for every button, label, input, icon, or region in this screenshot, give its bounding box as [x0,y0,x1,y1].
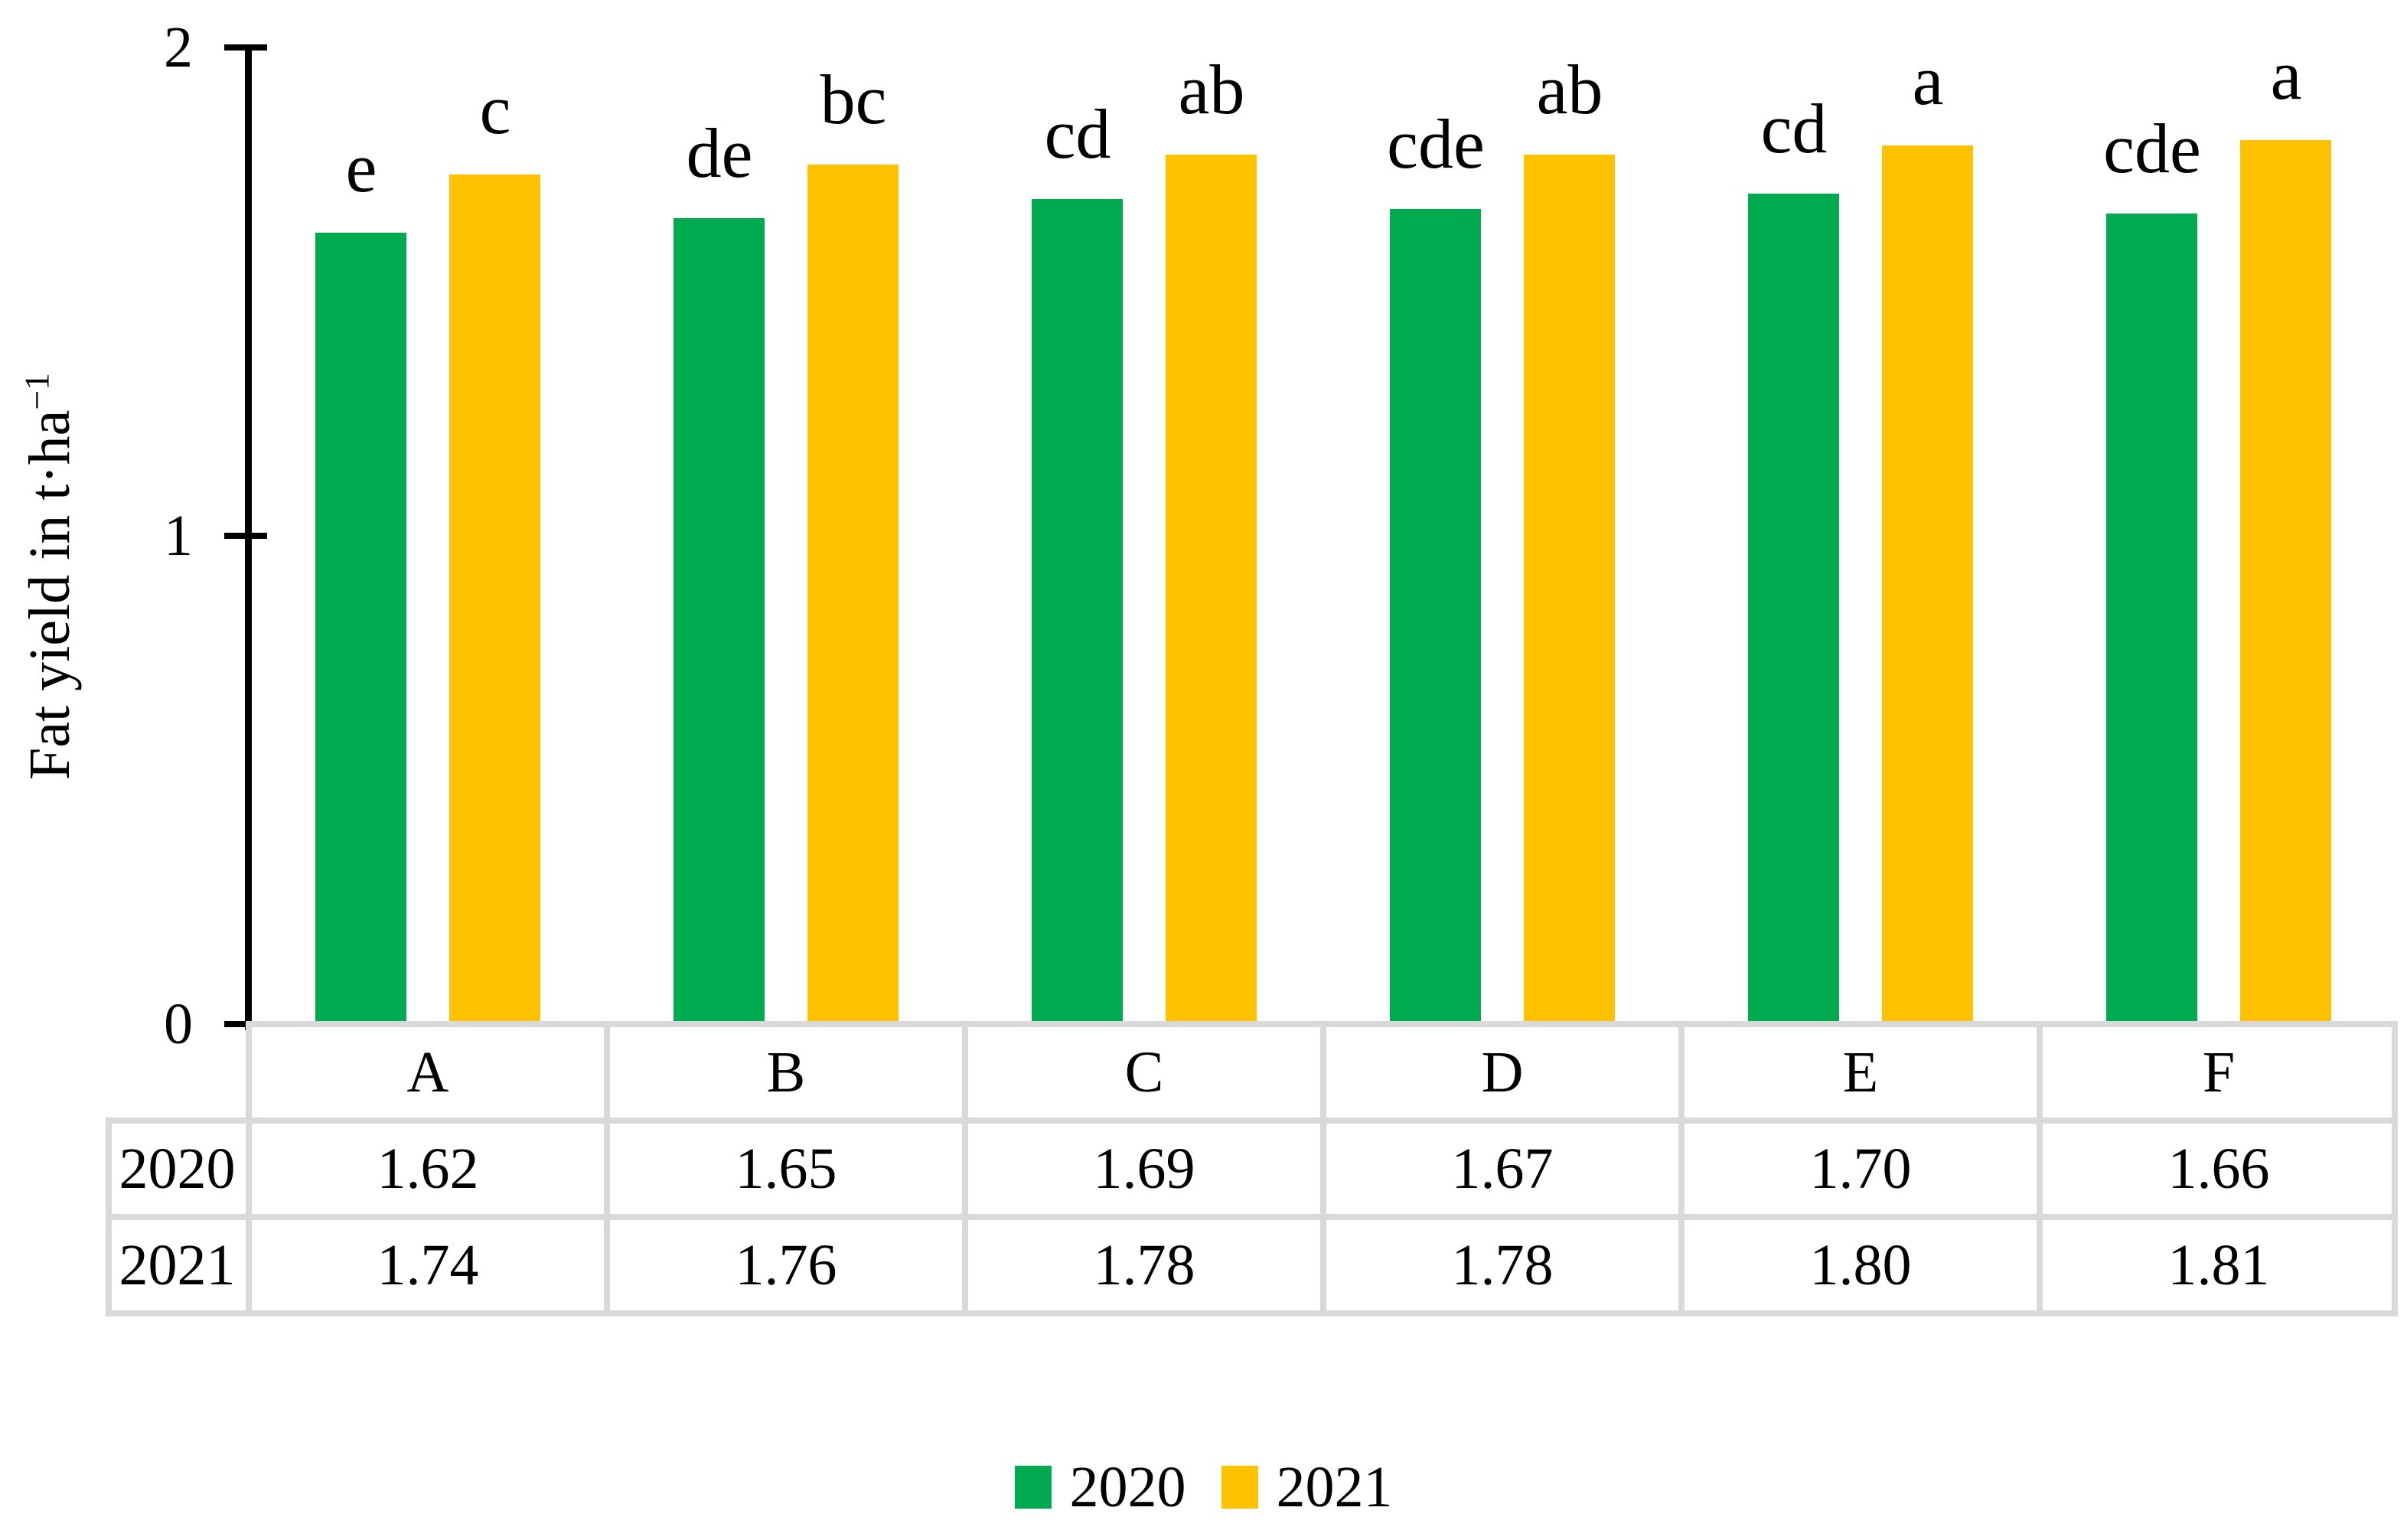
table-cell-2020-B: 1.65 [735,1137,837,1201]
y-axis-tick-label-2: 2 [164,15,193,80]
table-border-v4 [1320,1021,1326,1317]
sig-letter-2021-B: bc [820,60,887,139]
table-cell-2020-A: 1.62 [377,1137,479,1201]
table-border-v2 [604,1021,610,1317]
table-row-label-2021: 2021 [119,1233,236,1297]
sig-letter-2020-B: de [686,114,753,192]
y-axis-tick-0 [224,1021,246,1027]
legend-label-2021: 2021 [1276,1455,1393,1519]
sig-letter-2021-C: ab [1178,51,1245,129]
sig-letter-2020-A: e [345,129,377,207]
y-axis-title-superscript: −1 [17,373,57,410]
bar-2020-B [674,218,765,1024]
sig-letter-2021-A: c [479,70,511,148]
table-cell-2021-F: 1.81 [2167,1233,2270,1297]
y-axis-tick-label-0: 0 [164,992,193,1056]
sig-letter-2021-D: ab [1536,51,1603,129]
table-cell-2021-E: 1.80 [1809,1233,1912,1297]
legend-swatch-2020 [1014,1466,1052,1509]
y-axis-tick-label-1: 1 [164,504,193,568]
table-header-F: F [2202,1040,2236,1104]
table-cell-2021-A: 1.74 [377,1233,479,1297]
table-border-v3 [962,1021,968,1317]
sig-letter-2020-F: cde [2103,109,2201,188]
y-axis-tick-2 [224,44,267,51]
bar-2020-E [1748,194,1839,1024]
bar-2021-B [807,165,899,1024]
table-header-A: A [406,1040,449,1104]
bar-2020-C [1032,199,1123,1024]
table-border-v0 [106,1117,112,1317]
bar-2021-C [1166,155,1257,1024]
table-cell-2020-E: 1.70 [1809,1137,1912,1201]
bar-2020-A [315,233,406,1024]
legend-item-2021: 2021 [1221,1455,1393,1519]
y-axis-title-text: Fat yield in t·ha [18,409,82,780]
sig-letter-2020-C: cd [1044,95,1111,173]
table-cell-2021-C: 1.78 [1093,1233,1195,1297]
bar-2020-D [1390,209,1481,1024]
bar-2021-A [449,175,540,1024]
table-border-h1 [106,1117,2398,1124]
sig-letter-2021-E: a [1912,41,1944,119]
bar-2021-F [2240,140,2331,1024]
legend-label-2020: 2020 [1069,1455,1186,1519]
table-border-h2 [106,1214,2398,1220]
table-cell-2020-C: 1.69 [1093,1137,1195,1201]
table-cell-2020-D: 1.67 [1451,1137,1554,1201]
legend-item-2020: 2020 [1014,1455,1186,1519]
bar-2020-F [2106,214,2197,1024]
bar-2021-E [1882,145,1973,1024]
table-border-v1 [246,1021,252,1317]
table-cell-2021-B: 1.76 [735,1233,837,1297]
table-cell-2021-D: 1.78 [1451,1233,1554,1297]
y-axis-tick-1 [224,533,267,539]
table-header-E: E [1842,1040,1879,1104]
table-header-B: B [766,1040,806,1104]
table-border-v7 [2392,1021,2398,1317]
bar-2021-D [1524,155,1615,1024]
legend-swatch-2021 [1221,1466,1258,1509]
sig-letter-2021-F: a [2270,36,2302,114]
table-row-label-2020: 2020 [119,1137,236,1201]
table-border-v6 [2037,1021,2043,1317]
table-header-C: C [1124,1040,1164,1104]
table-cell-2020-F: 1.66 [2167,1137,2270,1201]
chart-legend: 2020 2021 [0,1455,2407,1519]
table-border-v5 [1678,1021,1685,1317]
sig-letter-2020-D: cde [1387,105,1485,183]
table-header-D: D [1481,1040,1524,1104]
table-border-h3 [106,1310,2398,1317]
sig-letter-2020-E: cd [1760,90,1828,168]
